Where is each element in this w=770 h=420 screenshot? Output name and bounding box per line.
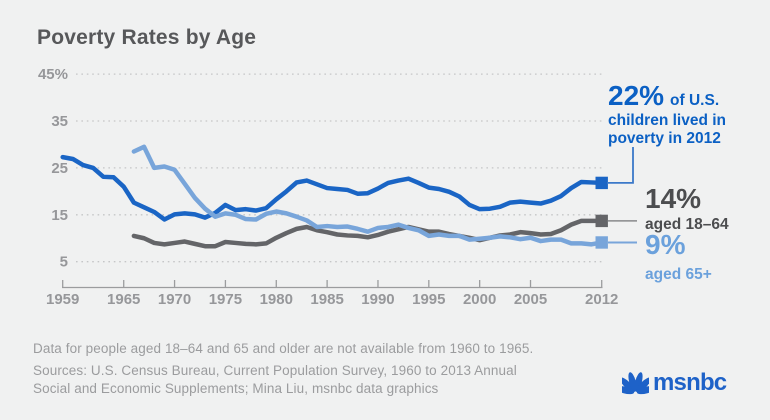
peacock-feather (622, 385, 635, 395)
footnote-sources-line2: Social and Economic Supplements; Mina Li… (33, 380, 439, 396)
footnote-sources-line1: Sources: U.S. Census Bureau, Current Pop… (33, 363, 517, 378)
x-axis-label: 1995 (412, 291, 445, 308)
series-line-children (60, 154, 604, 222)
x-axis-label: 1965 (107, 291, 140, 308)
end-marker-adults (595, 214, 608, 228)
callout-adults-value: 14% (645, 183, 702, 214)
y-axis-label: 25 (51, 160, 68, 177)
footnote-sources: Sources: U.S. Census Bureau, Current Pop… (33, 362, 517, 397)
callout-seniors: 9% aged 65+ (645, 230, 712, 284)
y-axis-label: 45% (38, 66, 68, 83)
callout-children-line3: poverty in 2012 (608, 130, 721, 147)
x-axis-label: 1970 (158, 291, 191, 308)
callout-seniors-value: 9% (645, 229, 686, 260)
x-axis-label: 2005 (514, 291, 547, 308)
y-axis-label: 5 (60, 254, 68, 271)
x-axis-label: 1959 (46, 291, 79, 308)
callout-adults: 14% aged 18–64 (645, 184, 729, 234)
callout-children-suffix: of U.S. (670, 92, 720, 109)
page-title: Poverty Rates by Age (37, 26, 257, 49)
x-axis-label: 2000 (463, 291, 496, 308)
x-axis-label: 2012 (585, 291, 618, 308)
series-line-seniors (131, 144, 604, 247)
x-axis-label: 1985 (310, 291, 343, 308)
peacock-feather (622, 377, 635, 393)
y-axis-label: 15 (51, 207, 68, 224)
peacock-feather (636, 377, 649, 393)
y-axis-label: 35 (51, 113, 68, 130)
callout-children-line1: 22% of U.S. (608, 82, 758, 110)
callout-children-value: 22% (608, 80, 665, 111)
peacock-feather (636, 385, 649, 395)
callout-connector-children (607, 147, 634, 184)
series-line-adults (131, 218, 604, 249)
end-marker-children (595, 176, 608, 190)
callout-children-line2: children lived in (608, 112, 726, 129)
peacock-feather (634, 372, 643, 392)
x-axis-label: 1980 (260, 291, 293, 308)
nbc-peacock-icon (622, 372, 649, 395)
x-axis-label: 1975 (209, 291, 242, 308)
callout-children: 22% of U.S. children lived in poverty in… (608, 82, 758, 148)
x-axis-label: 1990 (361, 291, 394, 308)
callout-adults-label: aged 18–64 (645, 216, 729, 233)
end-marker-seniors (595, 236, 608, 249)
callout-seniors-label: aged 65+ (645, 266, 712, 283)
footnote-availability: Data for people aged 18–64 and 65 and ol… (33, 341, 534, 356)
msnbc-logo-text: msnbc (653, 369, 727, 396)
msnbc-logo: msnbc (622, 369, 727, 397)
